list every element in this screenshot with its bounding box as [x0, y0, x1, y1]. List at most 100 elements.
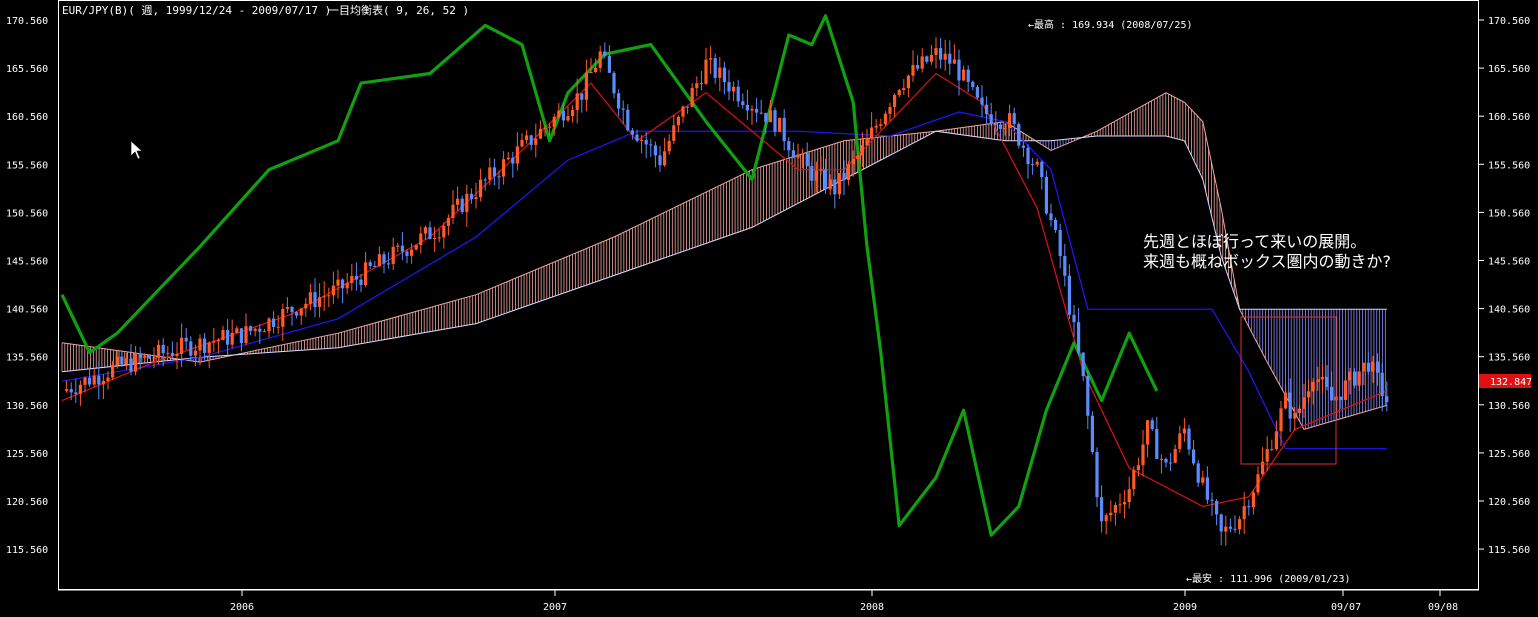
candle-body-up: [584, 72, 588, 100]
candle-body-up: [221, 329, 225, 341]
candle-body-down: [989, 114, 993, 124]
candle-body-down: [621, 108, 625, 110]
candle-body-up: [336, 279, 340, 286]
candle-body-up: [589, 72, 593, 74]
candle-body-up: [1118, 504, 1122, 506]
y-tick-label-left: 140.560: [6, 305, 48, 316]
y-tick-label-left: 165.560: [6, 64, 48, 75]
y-tick-label-right: 120.560: [1488, 497, 1530, 508]
candle-body-up: [847, 164, 851, 181]
candle-body-down: [1155, 429, 1159, 459]
candle-body-down: [492, 167, 496, 177]
candle-body-up: [180, 337, 184, 354]
candle-body-up: [952, 59, 956, 64]
candle-body-up: [874, 125, 878, 128]
candle-body-up: [1127, 489, 1131, 503]
candle-body-up: [267, 318, 271, 332]
comment-line-2: 来週も概ねボックス圏内の動きか?: [1143, 252, 1391, 271]
candle-body-down: [755, 108, 759, 113]
candle-body-down: [1325, 376, 1329, 387]
candle-body-up: [856, 155, 860, 159]
candle-body-up: [1284, 392, 1288, 409]
candle-body-down: [998, 124, 1002, 129]
candle-body-up: [837, 172, 841, 195]
candle-body-down: [782, 117, 786, 142]
comment-line-1: 先週とほぼ行って来いの展開。: [1143, 232, 1366, 251]
candle-body-down: [1063, 256, 1067, 276]
candle-body-up: [883, 113, 887, 125]
candle-body-down: [741, 101, 745, 106]
candle-body-up: [1274, 431, 1278, 450]
chikou-line: [60, 14, 1159, 537]
candle-body-up: [331, 285, 335, 296]
candle-body-down: [759, 112, 763, 114]
candle-body-down: [1205, 477, 1209, 500]
candle-body-down: [382, 254, 386, 264]
candle-body-up: [709, 58, 713, 60]
candle-body-up: [796, 154, 800, 158]
candle-body-up: [101, 380, 105, 385]
candle-body-down: [1086, 375, 1090, 416]
y-tick-label-right: 135.560: [1488, 353, 1530, 364]
candle-body-up: [902, 88, 906, 90]
candle-body-down: [617, 93, 621, 109]
candle-body-up: [667, 140, 671, 152]
candle-body-up: [552, 116, 556, 127]
candle-body-down: [147, 355, 151, 359]
x-tick-label: 2007: [543, 602, 567, 613]
candle-body-down: [295, 312, 299, 316]
candle-body-up: [350, 275, 354, 284]
candle-body-up: [1293, 412, 1297, 419]
candle-body-up: [1123, 502, 1127, 505]
candle-body-down: [1376, 361, 1380, 373]
candle-body-down: [1196, 463, 1200, 483]
candle-body-up: [1173, 448, 1177, 463]
candle-body-up: [474, 197, 478, 200]
candle-body-up: [718, 67, 722, 78]
candle-body-up: [672, 125, 676, 141]
kijun-line: [61, 111, 1387, 450]
range-box: [1240, 316, 1337, 465]
candle-body-down: [226, 329, 230, 345]
candle-body-up: [860, 145, 864, 156]
candle-body-up: [92, 375, 96, 385]
candle-body-down: [658, 155, 662, 166]
candle-body-up: [396, 245, 400, 247]
candle-body-up: [888, 106, 892, 114]
candle-body-up: [1320, 376, 1324, 380]
candle-body-up: [152, 357, 156, 359]
candle-body-up: [377, 254, 381, 267]
candle-body-up: [814, 170, 818, 181]
candle-body-down: [985, 104, 989, 115]
candle-body-up: [911, 65, 915, 76]
candle-body-up: [1348, 371, 1352, 381]
candle-body-down: [1233, 528, 1237, 530]
y-tick-label-left: 115.560: [6, 545, 48, 556]
candle-body-down: [497, 176, 501, 178]
candle-body-up: [235, 328, 239, 333]
candle-body-down: [511, 157, 515, 164]
candle-body-up: [433, 238, 437, 240]
candle-body-up: [1261, 461, 1265, 475]
candle-body-up: [230, 332, 234, 345]
candle-body-up: [1251, 492, 1255, 508]
candle-body-down: [138, 353, 142, 358]
candle-body-up: [557, 110, 561, 117]
candle-body-down: [773, 110, 777, 132]
candle-body-up: [1132, 470, 1136, 490]
candle-body-down: [258, 328, 262, 332]
candle-body-up: [1343, 380, 1347, 400]
candle-body-up: [193, 350, 197, 356]
candle-body-up: [1224, 526, 1228, 532]
y-tick-label-right: 155.560: [1488, 160, 1530, 171]
candle-body-up: [865, 138, 869, 146]
candle-body-down: [824, 169, 828, 190]
candle-body-up: [1371, 361, 1375, 372]
candle-body-down: [644, 139, 648, 145]
candle-body-up: [437, 237, 441, 239]
candle-body-down: [957, 59, 961, 81]
candle-body-down: [833, 179, 837, 195]
candle-body-down: [1215, 500, 1219, 515]
candle-body-down: [1339, 396, 1343, 400]
